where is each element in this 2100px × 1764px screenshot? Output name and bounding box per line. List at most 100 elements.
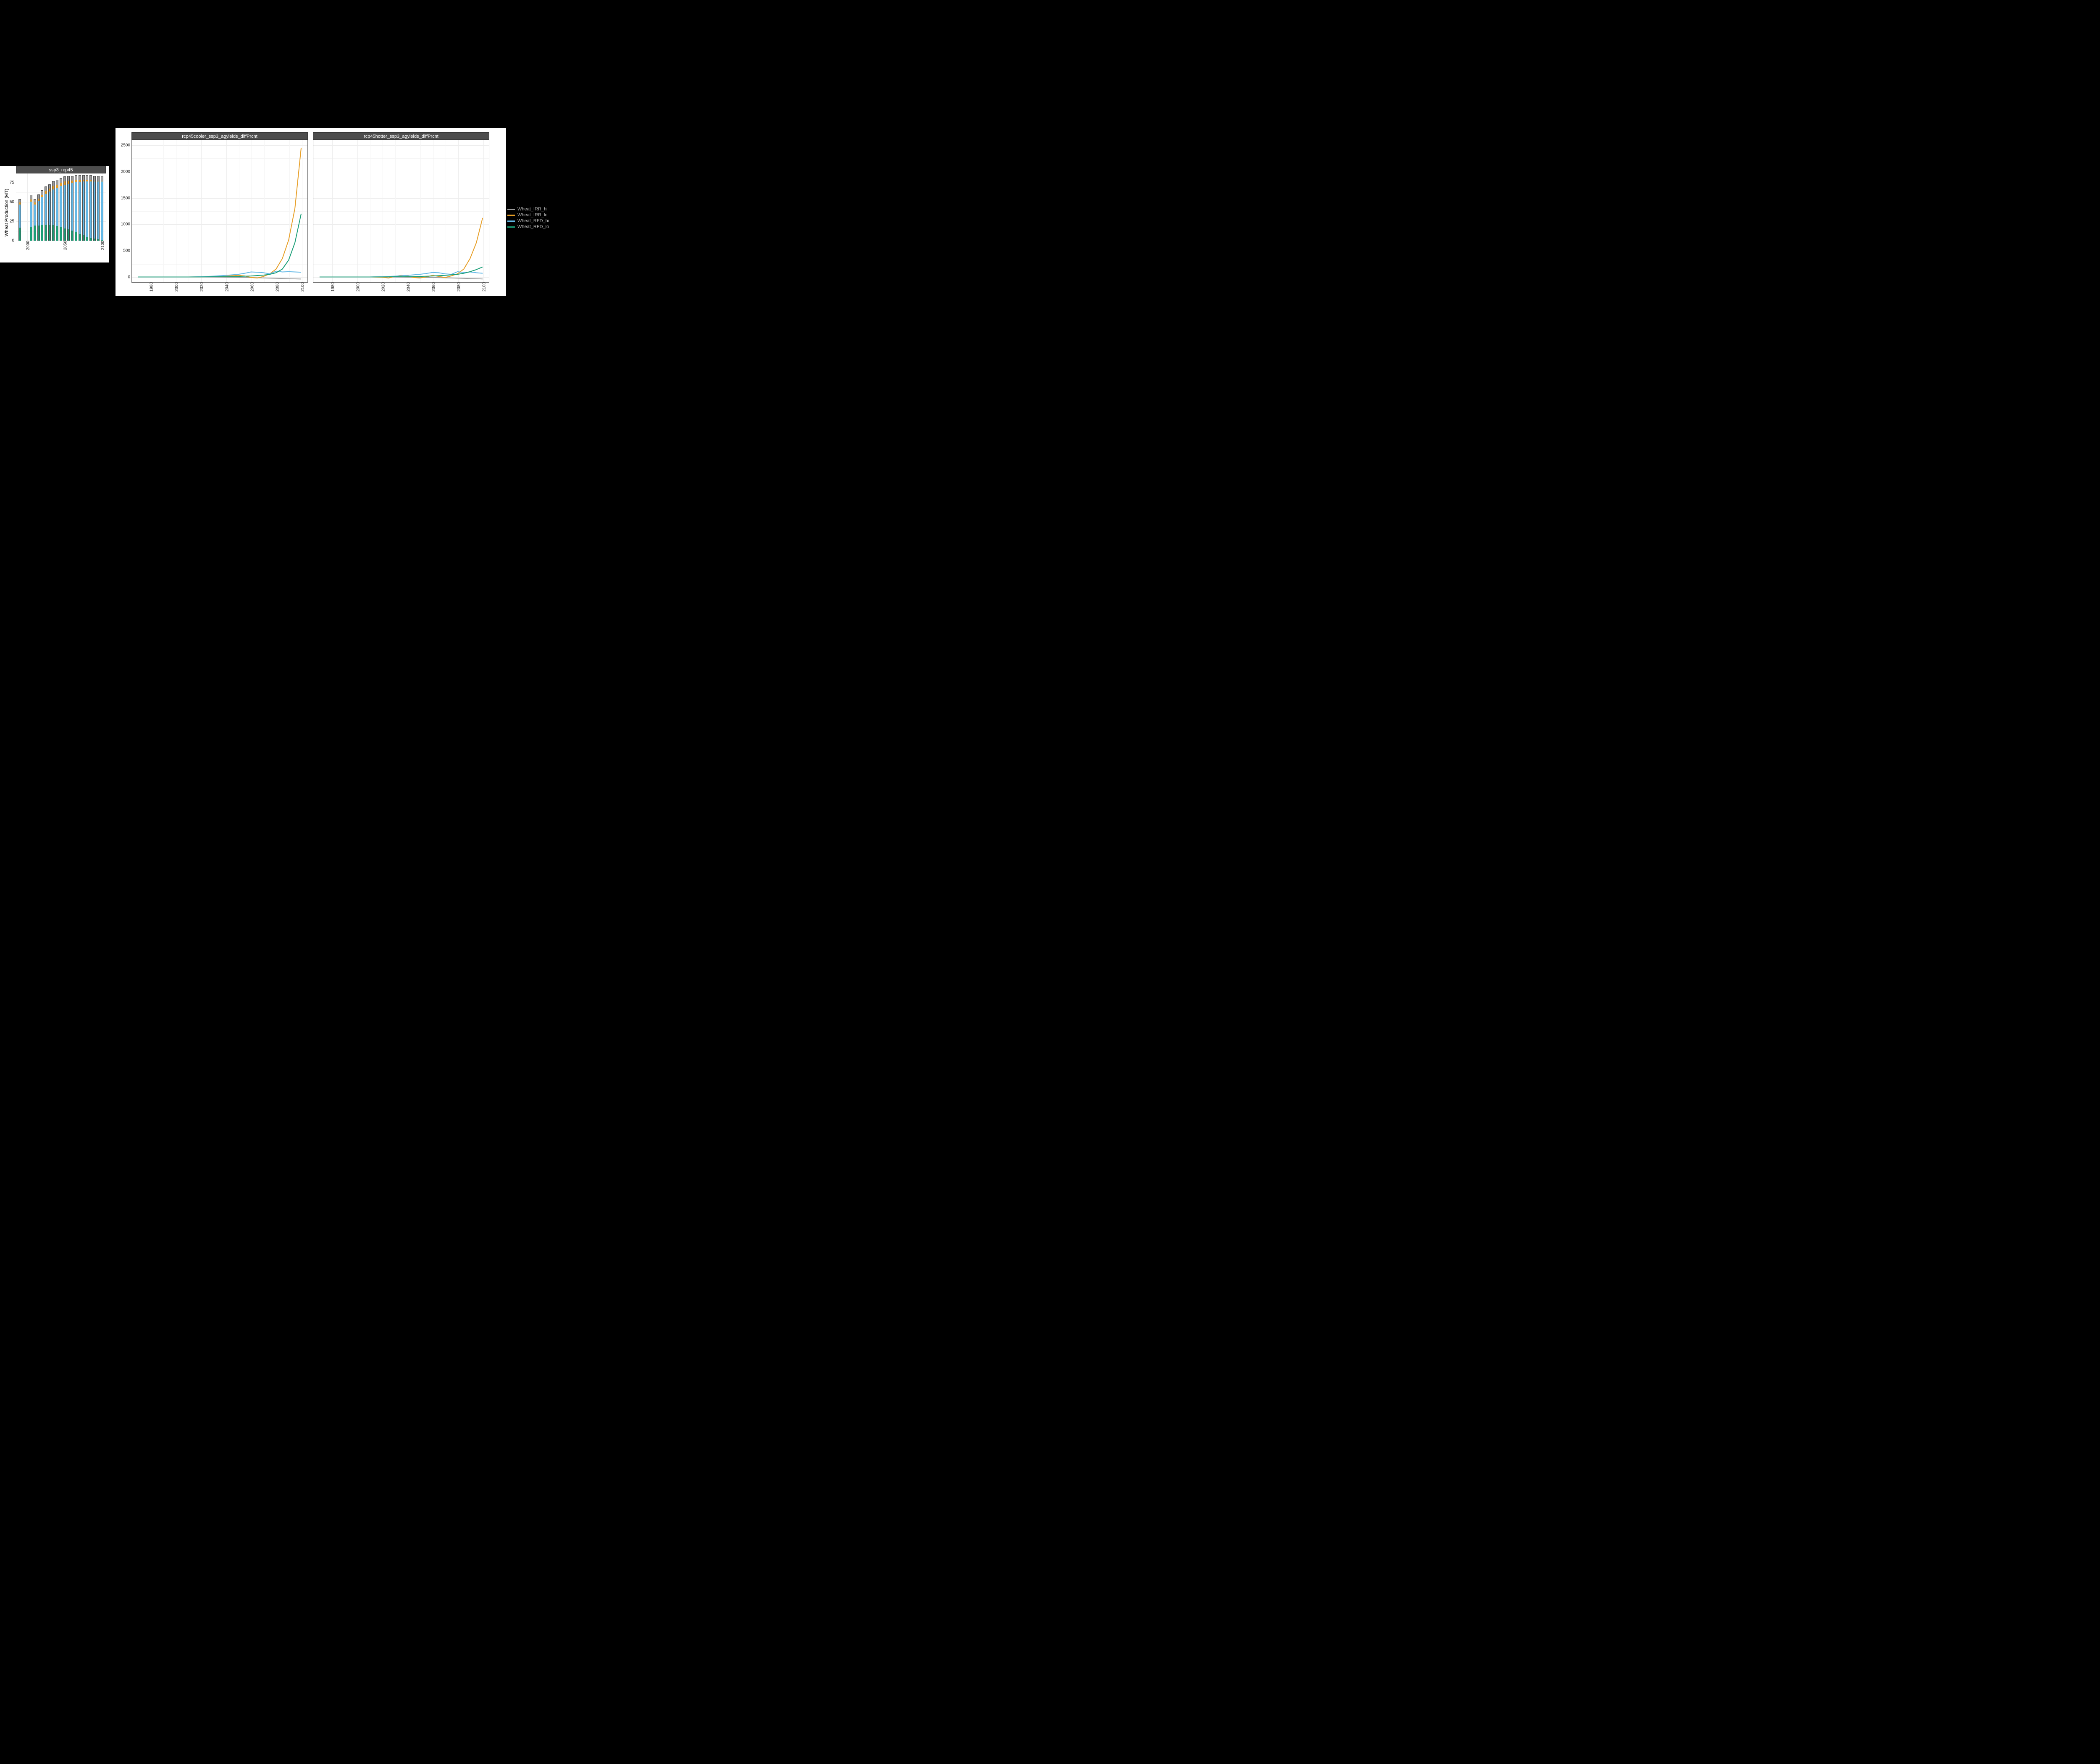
series-line xyxy=(320,218,483,278)
line-svg xyxy=(313,140,489,282)
bar xyxy=(30,195,32,241)
bar-segment xyxy=(101,176,103,181)
legend-swatch xyxy=(507,226,515,228)
bar-segment xyxy=(79,182,81,234)
legend-swatch xyxy=(507,220,515,222)
bar-segment xyxy=(56,188,58,226)
bar-segment xyxy=(41,197,43,225)
bar-segment xyxy=(48,189,51,192)
bar-segment xyxy=(97,181,100,239)
line-plot-area: 1980200020202040206020802100 xyxy=(313,140,489,283)
y-tick-label: 0 xyxy=(128,275,132,280)
bar-segment xyxy=(63,181,66,184)
bar-y-axis-label: Wheat Production (MT) xyxy=(4,189,9,236)
y-tick-label: 1000 xyxy=(121,222,132,227)
legend-swatch xyxy=(507,209,515,210)
x-tick-label: 2000 xyxy=(173,282,179,291)
bar xyxy=(67,176,70,241)
bar xyxy=(86,175,88,241)
x-tick-label: 2100 xyxy=(99,241,105,250)
x-tick-label: 2040 xyxy=(405,282,411,291)
bar-segment xyxy=(41,225,43,241)
x-tick-label: 2060 xyxy=(249,282,255,291)
bar-segment xyxy=(60,183,62,186)
bar-segment xyxy=(56,226,58,241)
bar-segment xyxy=(18,228,21,241)
x-tick-label: 2100 xyxy=(299,282,305,291)
bar-segment xyxy=(86,181,88,237)
line-facet: rcp45hotter_ssp3_agyields_diffPrcnt19802… xyxy=(313,132,489,283)
line-plot-area: 0500100015002000250019802000202020402060… xyxy=(131,140,308,283)
line-charts-panel: rcp45cooler_ssp3_agyields_diffPrcnt05001… xyxy=(116,128,506,296)
x-tick-label: 1980 xyxy=(329,282,336,291)
bar-segment xyxy=(34,205,36,225)
bar xyxy=(56,180,58,241)
bar xyxy=(45,186,47,241)
series-line xyxy=(138,148,301,278)
x-tick-label: 1980 xyxy=(148,282,154,291)
bar xyxy=(37,194,40,241)
bar-segment xyxy=(97,239,100,241)
bar xyxy=(82,175,85,241)
y-tick-label: 0 xyxy=(12,239,16,243)
bar xyxy=(41,190,43,241)
bar xyxy=(97,176,100,241)
bar xyxy=(34,199,36,241)
bar-segment xyxy=(67,184,70,229)
bar xyxy=(71,176,74,241)
bar-segment xyxy=(82,181,85,235)
bar-segment xyxy=(75,176,77,180)
legend-item: Wheat_IRR_hi xyxy=(507,207,549,212)
bar-facet: ssp3_rcp45 0255075200020502100 xyxy=(16,166,106,241)
x-tick-label: 2000 xyxy=(354,282,361,291)
y-tick-label: 50 xyxy=(10,200,16,205)
bar-segment xyxy=(37,195,40,199)
bar-segment xyxy=(97,176,100,181)
grid-line-v xyxy=(27,173,28,241)
bar-segment xyxy=(89,181,92,237)
bar-segment xyxy=(75,232,77,241)
legend-item: Wheat_IRR_lo xyxy=(507,213,549,218)
bar xyxy=(18,199,21,241)
legend-label: Wheat_RFD_hi xyxy=(517,218,549,223)
bar-segment xyxy=(75,182,77,232)
bar-segment xyxy=(56,180,58,185)
bar-segment xyxy=(63,185,66,228)
legend-item: Wheat_RFD_hi xyxy=(507,218,549,223)
x-tick-label: 2000 xyxy=(24,241,30,250)
bar-segment xyxy=(89,176,92,180)
bar-segment xyxy=(60,178,62,183)
bar-segment xyxy=(71,176,74,181)
bar xyxy=(48,184,51,241)
bar-segment xyxy=(34,226,36,241)
bar-segment xyxy=(71,231,74,241)
bar-segment xyxy=(63,177,66,181)
bar-segment xyxy=(52,186,55,189)
bar-plot-area: 0255075200020502100 xyxy=(16,173,106,241)
x-tick-label: 2080 xyxy=(274,282,280,291)
bar-segment xyxy=(30,195,32,199)
bar-segment xyxy=(86,237,88,241)
x-tick-label: 2020 xyxy=(380,282,386,291)
line-facet: rcp45cooler_ssp3_agyields_diffPrcnt05001… xyxy=(131,132,308,283)
bar-segment xyxy=(30,227,32,241)
bar xyxy=(101,176,103,241)
bar-segment xyxy=(60,186,62,227)
bar-segment xyxy=(79,176,81,180)
x-tick-label: 2100 xyxy=(480,282,487,291)
y-tick-label: 25 xyxy=(10,219,16,224)
bar-segment xyxy=(52,181,55,186)
bar-segment xyxy=(48,192,51,225)
bar-segment xyxy=(52,189,55,226)
bar-segment xyxy=(82,176,85,180)
bar-segment xyxy=(37,201,40,225)
bar xyxy=(79,175,81,241)
bar-segment xyxy=(82,235,85,241)
bar-segment xyxy=(48,185,51,189)
bar xyxy=(60,178,62,241)
bar xyxy=(93,176,96,241)
bar-segment xyxy=(56,185,58,188)
line-facet-strip: rcp45hotter_ssp3_agyields_diffPrcnt xyxy=(313,132,489,140)
x-tick-label: 2020 xyxy=(198,282,205,291)
bar-segment xyxy=(63,228,66,241)
